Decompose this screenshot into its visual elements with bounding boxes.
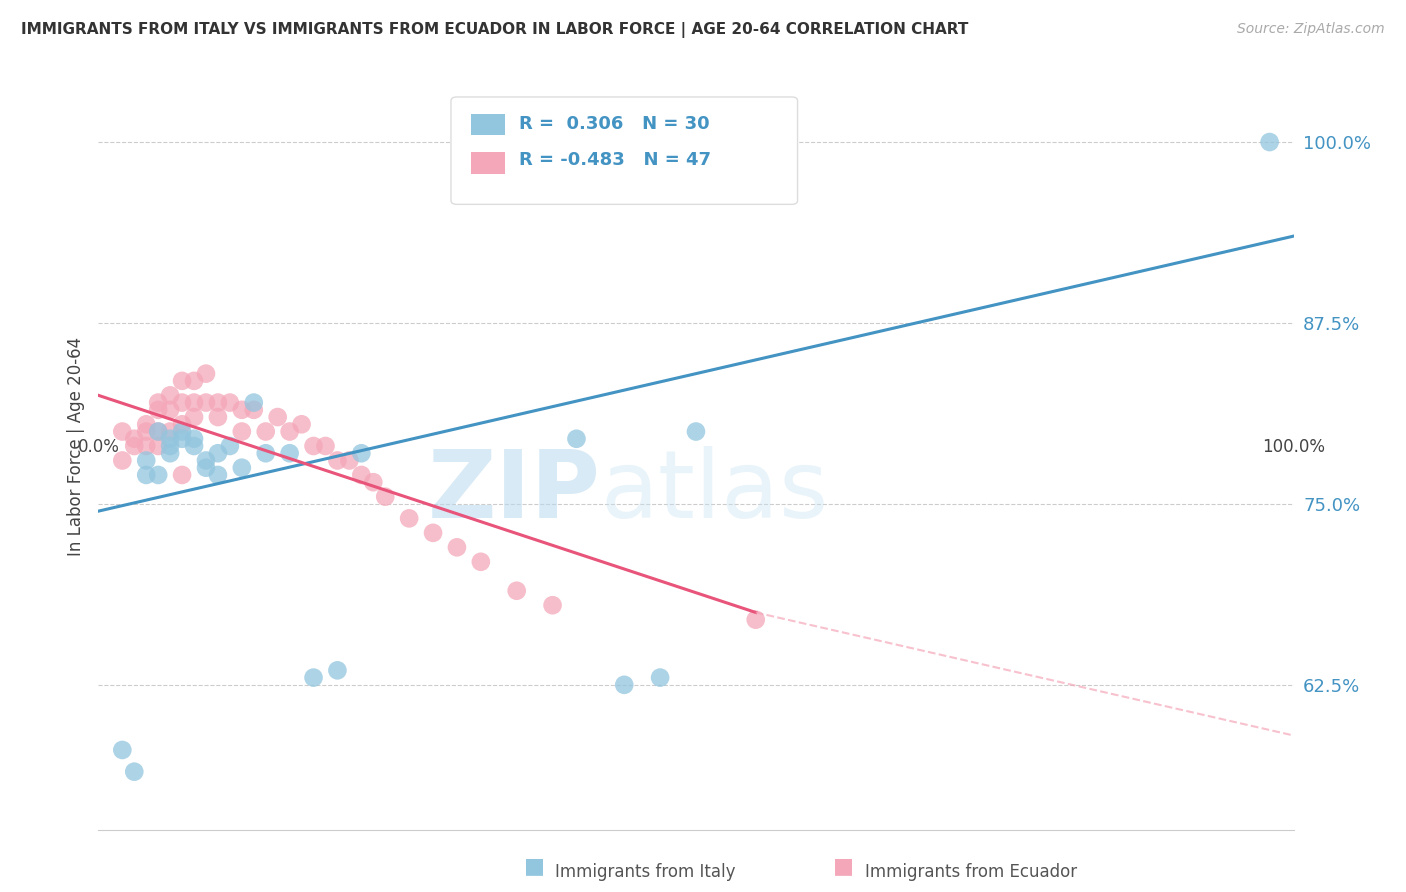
Point (172, 432, 194, 446)
Point (148, 395, 170, 409)
Point (159, 388, 181, 402)
Point (326, 664, 349, 678)
Point (254, 425, 277, 439)
Point (148, 467, 170, 482)
Point (159, 402, 181, 417)
Point (541, 598, 564, 612)
Point (111, 425, 134, 439)
Text: Source: ZipAtlas.com: Source: ZipAtlas.com (1237, 22, 1385, 37)
Point (231, 402, 253, 417)
Text: atlas: atlas (600, 446, 828, 538)
Point (135, 425, 157, 439)
Point (135, 453, 157, 467)
Text: Immigrants from Italy: Immigrants from Italy (555, 863, 735, 881)
Point (302, 671, 325, 685)
Point (183, 410, 205, 425)
Point (339, 453, 361, 467)
Point (124, 432, 146, 446)
Point (315, 439, 337, 453)
FancyBboxPatch shape (451, 97, 797, 204)
Text: R = -0.483   N = 47: R = -0.483 N = 47 (519, 152, 711, 169)
Point (231, 425, 253, 439)
Point (278, 425, 301, 439)
Point (207, 395, 229, 409)
Point (326, 453, 349, 467)
Point (159, 446, 181, 460)
Point (565, 432, 588, 446)
Point (207, 446, 229, 460)
Point (207, 467, 229, 482)
Text: ZIP: ZIP (427, 446, 600, 538)
Point (124, 439, 146, 453)
Text: 100.0%: 100.0% (1263, 438, 1324, 457)
Point (183, 395, 205, 409)
Point (124, 764, 146, 779)
Point (398, 511, 420, 525)
Point (302, 439, 325, 453)
Point (350, 467, 373, 482)
Point (135, 467, 157, 482)
Point (159, 432, 181, 446)
Point (219, 439, 242, 453)
Point (291, 417, 314, 432)
Point (195, 395, 218, 409)
Point (446, 541, 468, 555)
Point (231, 460, 253, 475)
Point (243, 402, 266, 417)
Point (195, 460, 218, 475)
Point (648, 671, 672, 685)
Point (111, 743, 134, 757)
Point (135, 439, 157, 453)
Point (172, 425, 194, 439)
Point (195, 367, 218, 381)
Point (685, 425, 707, 439)
Point (111, 453, 134, 467)
Text: ■: ■ (834, 856, 853, 876)
Point (254, 446, 277, 460)
Y-axis label: In Labor Force | Age 20-64: In Labor Force | Age 20-64 (66, 336, 84, 556)
Point (745, 613, 768, 627)
Point (148, 402, 170, 417)
Point (374, 490, 396, 504)
Point (195, 453, 218, 467)
Point (183, 439, 205, 453)
Point (1258, 135, 1281, 149)
Point (159, 425, 181, 439)
Point (243, 395, 266, 409)
Point (159, 439, 181, 453)
Point (470, 555, 492, 569)
Point (506, 583, 529, 598)
Point (267, 410, 290, 425)
Point (135, 417, 157, 432)
Point (278, 446, 301, 460)
Point (207, 410, 229, 425)
Point (613, 678, 636, 692)
Point (148, 425, 170, 439)
Text: 0.0%: 0.0% (77, 438, 120, 457)
Text: ■: ■ (524, 856, 544, 876)
Point (219, 395, 242, 409)
Text: IMMIGRANTS FROM ITALY VS IMMIGRANTS FROM ECUADOR IN LABOR FORCE | AGE 20-64 CORR: IMMIGRANTS FROM ITALY VS IMMIGRANTS FROM… (21, 22, 969, 38)
Text: Immigrants from Ecuador: Immigrants from Ecuador (865, 863, 1077, 881)
Point (183, 374, 205, 388)
Point (363, 475, 385, 490)
Point (172, 467, 194, 482)
Bar (471, 114, 505, 136)
Point (148, 439, 170, 453)
Text: R =  0.306   N = 30: R = 0.306 N = 30 (519, 114, 710, 133)
Point (172, 374, 194, 388)
Point (350, 446, 373, 460)
Bar (471, 153, 505, 174)
Point (172, 417, 194, 432)
Point (183, 432, 205, 446)
Point (172, 395, 194, 409)
Point (422, 525, 444, 540)
Point (148, 425, 170, 439)
